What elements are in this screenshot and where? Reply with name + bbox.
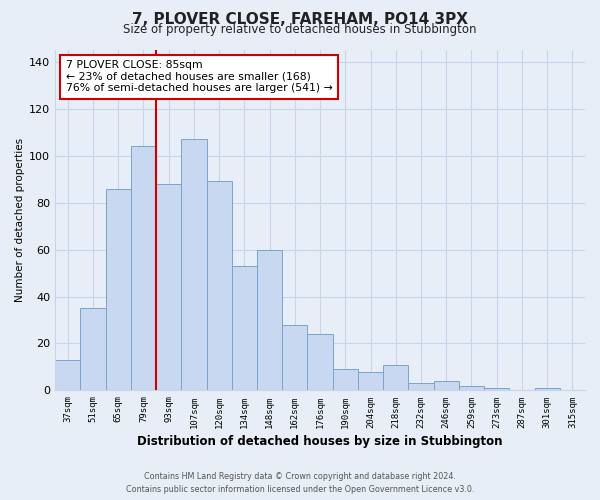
- Bar: [257, 250, 282, 390]
- Bar: [282, 324, 307, 390]
- Text: Size of property relative to detached houses in Stubbington: Size of property relative to detached ho…: [123, 22, 477, 36]
- Bar: [459, 386, 484, 390]
- Bar: [55, 360, 80, 390]
- X-axis label: Distribution of detached houses by size in Stubbington: Distribution of detached houses by size …: [137, 434, 503, 448]
- Bar: [383, 364, 409, 390]
- Text: 7, PLOVER CLOSE, FAREHAM, PO14 3PX: 7, PLOVER CLOSE, FAREHAM, PO14 3PX: [132, 12, 468, 28]
- Bar: [232, 266, 257, 390]
- Y-axis label: Number of detached properties: Number of detached properties: [15, 138, 25, 302]
- Bar: [131, 146, 156, 390]
- Bar: [535, 388, 560, 390]
- Bar: [484, 388, 509, 390]
- Text: Contains HM Land Registry data © Crown copyright and database right 2024.
Contai: Contains HM Land Registry data © Crown c…: [126, 472, 474, 494]
- Bar: [434, 381, 459, 390]
- Bar: [80, 308, 106, 390]
- Bar: [206, 182, 232, 390]
- Bar: [358, 372, 383, 390]
- Bar: [181, 139, 206, 390]
- Bar: [409, 384, 434, 390]
- Bar: [307, 334, 332, 390]
- Text: 7 PLOVER CLOSE: 85sqm
← 23% of detached houses are smaller (168)
76% of semi-det: 7 PLOVER CLOSE: 85sqm ← 23% of detached …: [66, 60, 332, 94]
- Bar: [106, 188, 131, 390]
- Bar: [156, 184, 181, 390]
- Bar: [332, 370, 358, 390]
